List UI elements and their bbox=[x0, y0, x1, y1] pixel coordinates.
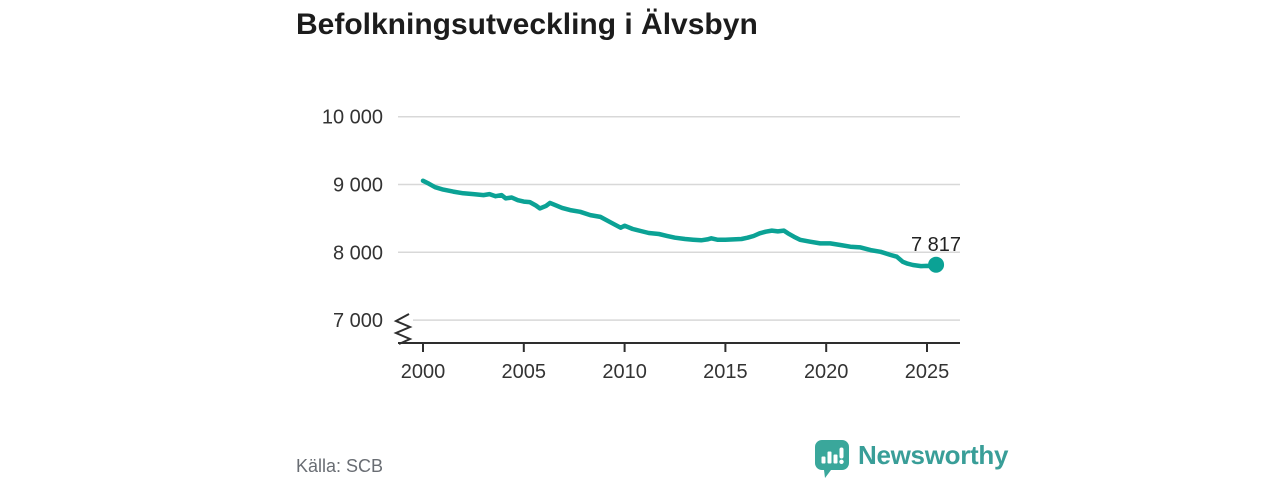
population-line bbox=[420, 178, 939, 269]
y-tick-label: 8 000 bbox=[333, 242, 383, 264]
newsworthy-wordmark: Newsworthy bbox=[858, 440, 1009, 470]
x-tick-label: 2000 bbox=[401, 361, 446, 383]
y-tick-label: 7 000 bbox=[333, 310, 383, 332]
x-tick-label: 2005 bbox=[502, 361, 547, 383]
newsworthy-logo[interactable]: Newsworthy bbox=[815, 440, 1008, 478]
axis-break-zigzag bbox=[393, 313, 413, 345]
x-tick-label: 2010 bbox=[602, 361, 647, 383]
y-tick-label: 10 000 bbox=[322, 107, 383, 129]
last-value-label: 7 817 bbox=[910, 234, 962, 256]
source-note: Källa: SCB bbox=[296, 456, 384, 476]
page-title: Befolkningsutveckling i Älvsbyn bbox=[296, 8, 758, 41]
y-tick-label: 9 000 bbox=[333, 175, 383, 197]
x-tick-label: 2015 bbox=[703, 361, 748, 383]
line-end-dot bbox=[928, 256, 945, 273]
x-tick-label: 2020 bbox=[804, 361, 849, 383]
newsworthy-bubble-chart-icon bbox=[815, 440, 849, 478]
x-tick-label: 2025 bbox=[905, 361, 950, 383]
